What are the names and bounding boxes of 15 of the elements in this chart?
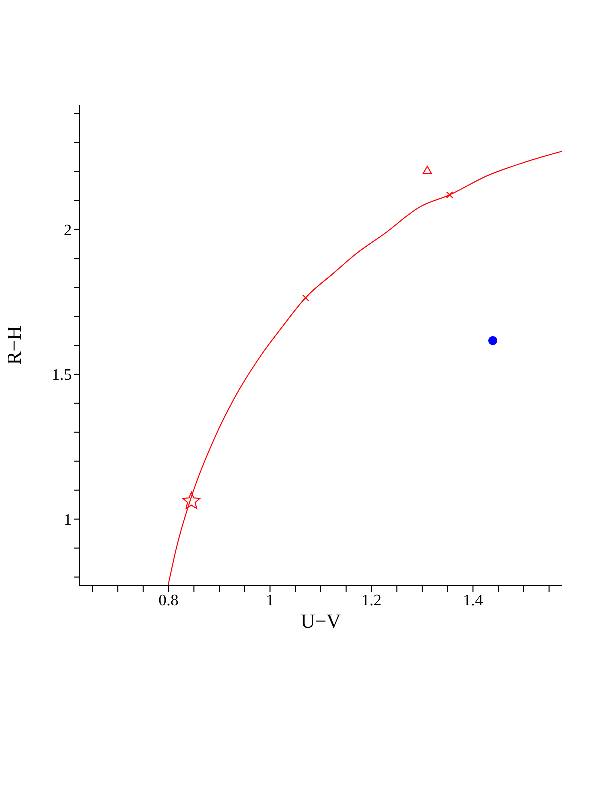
x-axis-title: U−V [300, 611, 342, 634]
point [302, 294, 310, 302]
y-tick-label: 1.5 [52, 367, 72, 384]
x-tick-label: 1.2 [362, 592, 382, 610]
point [182, 492, 201, 510]
x-tick-label: 0.8 [158, 592, 179, 610]
y-tick-label: 2 [64, 222, 72, 240]
y-axis-title: R−H [4, 326, 26, 366]
point [423, 166, 432, 174]
point [446, 192, 454, 199]
x-tick-label: 1.4 [463, 592, 484, 610]
x-tick-label: 1 [266, 592, 274, 610]
line-series [168, 151, 562, 586]
point [488, 336, 498, 346]
y-tick-label: 1 [64, 512, 72, 530]
